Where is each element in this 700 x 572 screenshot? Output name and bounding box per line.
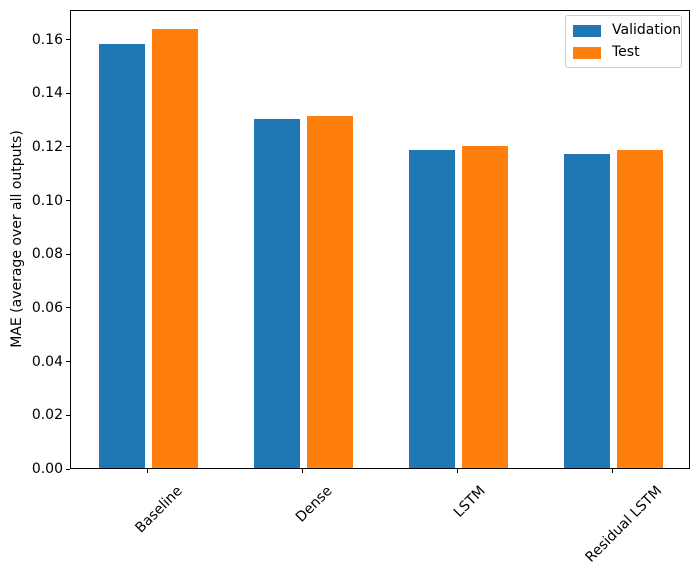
y-tick-label-0.14: 0.14 bbox=[31, 85, 63, 102]
y-tick-mark-0.10 bbox=[66, 200, 70, 202]
y-tick-label-0.04: 0.04 bbox=[31, 353, 63, 370]
bar-test-residual-lstm bbox=[616, 149, 664, 468]
y-tick-mark-0.08 bbox=[66, 253, 70, 255]
y-tick-label-0.02: 0.02 bbox=[31, 407, 63, 424]
x-tick-mark-residual-lstm bbox=[612, 469, 613, 473]
y-tick-label-0.06: 0.06 bbox=[31, 299, 63, 316]
x-tick-mark-baseline bbox=[147, 469, 148, 473]
y-tick-mark-0.06 bbox=[66, 307, 70, 309]
y-tick-label-0.00: 0.00 bbox=[31, 461, 63, 477]
legend-label-test: Test bbox=[612, 44, 640, 60]
y-tick-label-0.16: 0.16 bbox=[31, 31, 63, 48]
bar-validation-lstm bbox=[408, 149, 456, 468]
bar-validation-dense bbox=[253, 119, 301, 468]
plot-area bbox=[70, 10, 690, 469]
y-tick-label-0.10: 0.10 bbox=[31, 192, 63, 209]
y-tick-label-0.12: 0.12 bbox=[31, 138, 63, 155]
y-tick-label-0.08: 0.08 bbox=[31, 246, 63, 263]
bar-validation-residual-lstm bbox=[563, 153, 611, 468]
legend: Validation Test bbox=[565, 15, 682, 68]
y-tick-mark-0.14 bbox=[66, 92, 70, 94]
x-tick-label-residual-lstm: Residual LSTM bbox=[582, 483, 666, 566]
bar-test-lstm bbox=[461, 145, 509, 468]
y-tick-mark-0.00 bbox=[66, 468, 70, 470]
x-tick-label-lstm: LSTM bbox=[450, 483, 489, 521]
x-tick-label-baseline: Baseline bbox=[132, 483, 187, 537]
legend-item-test: Test bbox=[573, 45, 673, 60]
y-tick-mark-0.04 bbox=[66, 361, 70, 363]
legend-swatch-validation bbox=[573, 24, 601, 37]
x-tick-mark-lstm bbox=[457, 469, 458, 473]
bar-test-baseline bbox=[151, 29, 199, 468]
y-tick-mark-0.12 bbox=[66, 146, 70, 148]
legend-items: Validation Test bbox=[573, 23, 681, 60]
y-tick-mark-0.02 bbox=[66, 414, 70, 416]
legend-swatch-test bbox=[573, 46, 601, 59]
y-tick-mark-0.16 bbox=[66, 39, 70, 41]
bar-test-dense bbox=[306, 116, 354, 468]
x-tick-label-dense: Dense bbox=[293, 483, 336, 526]
legend-label-validation: Validation bbox=[612, 22, 682, 38]
legend-item-validation: Validation bbox=[573, 23, 681, 38]
x-tick-mark-dense bbox=[302, 469, 303, 473]
bar-validation-baseline bbox=[98, 43, 146, 468]
